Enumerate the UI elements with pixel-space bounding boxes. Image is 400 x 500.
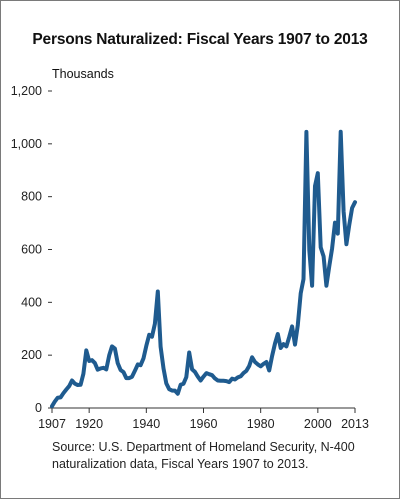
y-tick-label: 1,000 (11, 137, 42, 151)
x-axis: 1907 1920 1940 1960 1980 2000 2013 (38, 407, 369, 431)
x-tick-label: 1940 (132, 417, 160, 431)
chart-title: Persons Naturalized: Fiscal Years 1907 t… (32, 31, 368, 48)
y-tick-label: 200 (21, 348, 42, 362)
x-tick-label: 1907 (38, 417, 66, 431)
source-note: Source: U.S. Department of Homeland Secu… (52, 440, 355, 471)
x-tick-label: 1920 (75, 417, 103, 431)
y-tick-label: 400 (21, 295, 42, 309)
x-tick-label: 2013 (341, 417, 369, 431)
y-tick-label: 0 (35, 401, 42, 415)
x-tick-label: 1980 (247, 417, 275, 431)
y-axis-label: Thousands (52, 67, 114, 81)
x-tick-label: 2000 (304, 417, 332, 431)
series-line (50, 129, 357, 409)
x-tick-label: 1960 (190, 417, 218, 431)
y-tick-label: 1,200 (11, 84, 42, 98)
y-tick-label: 600 (21, 243, 42, 257)
y-axis: 0 200 400 600 800 1,000 1,200 (11, 84, 52, 415)
y-tick-label: 800 (21, 190, 42, 204)
